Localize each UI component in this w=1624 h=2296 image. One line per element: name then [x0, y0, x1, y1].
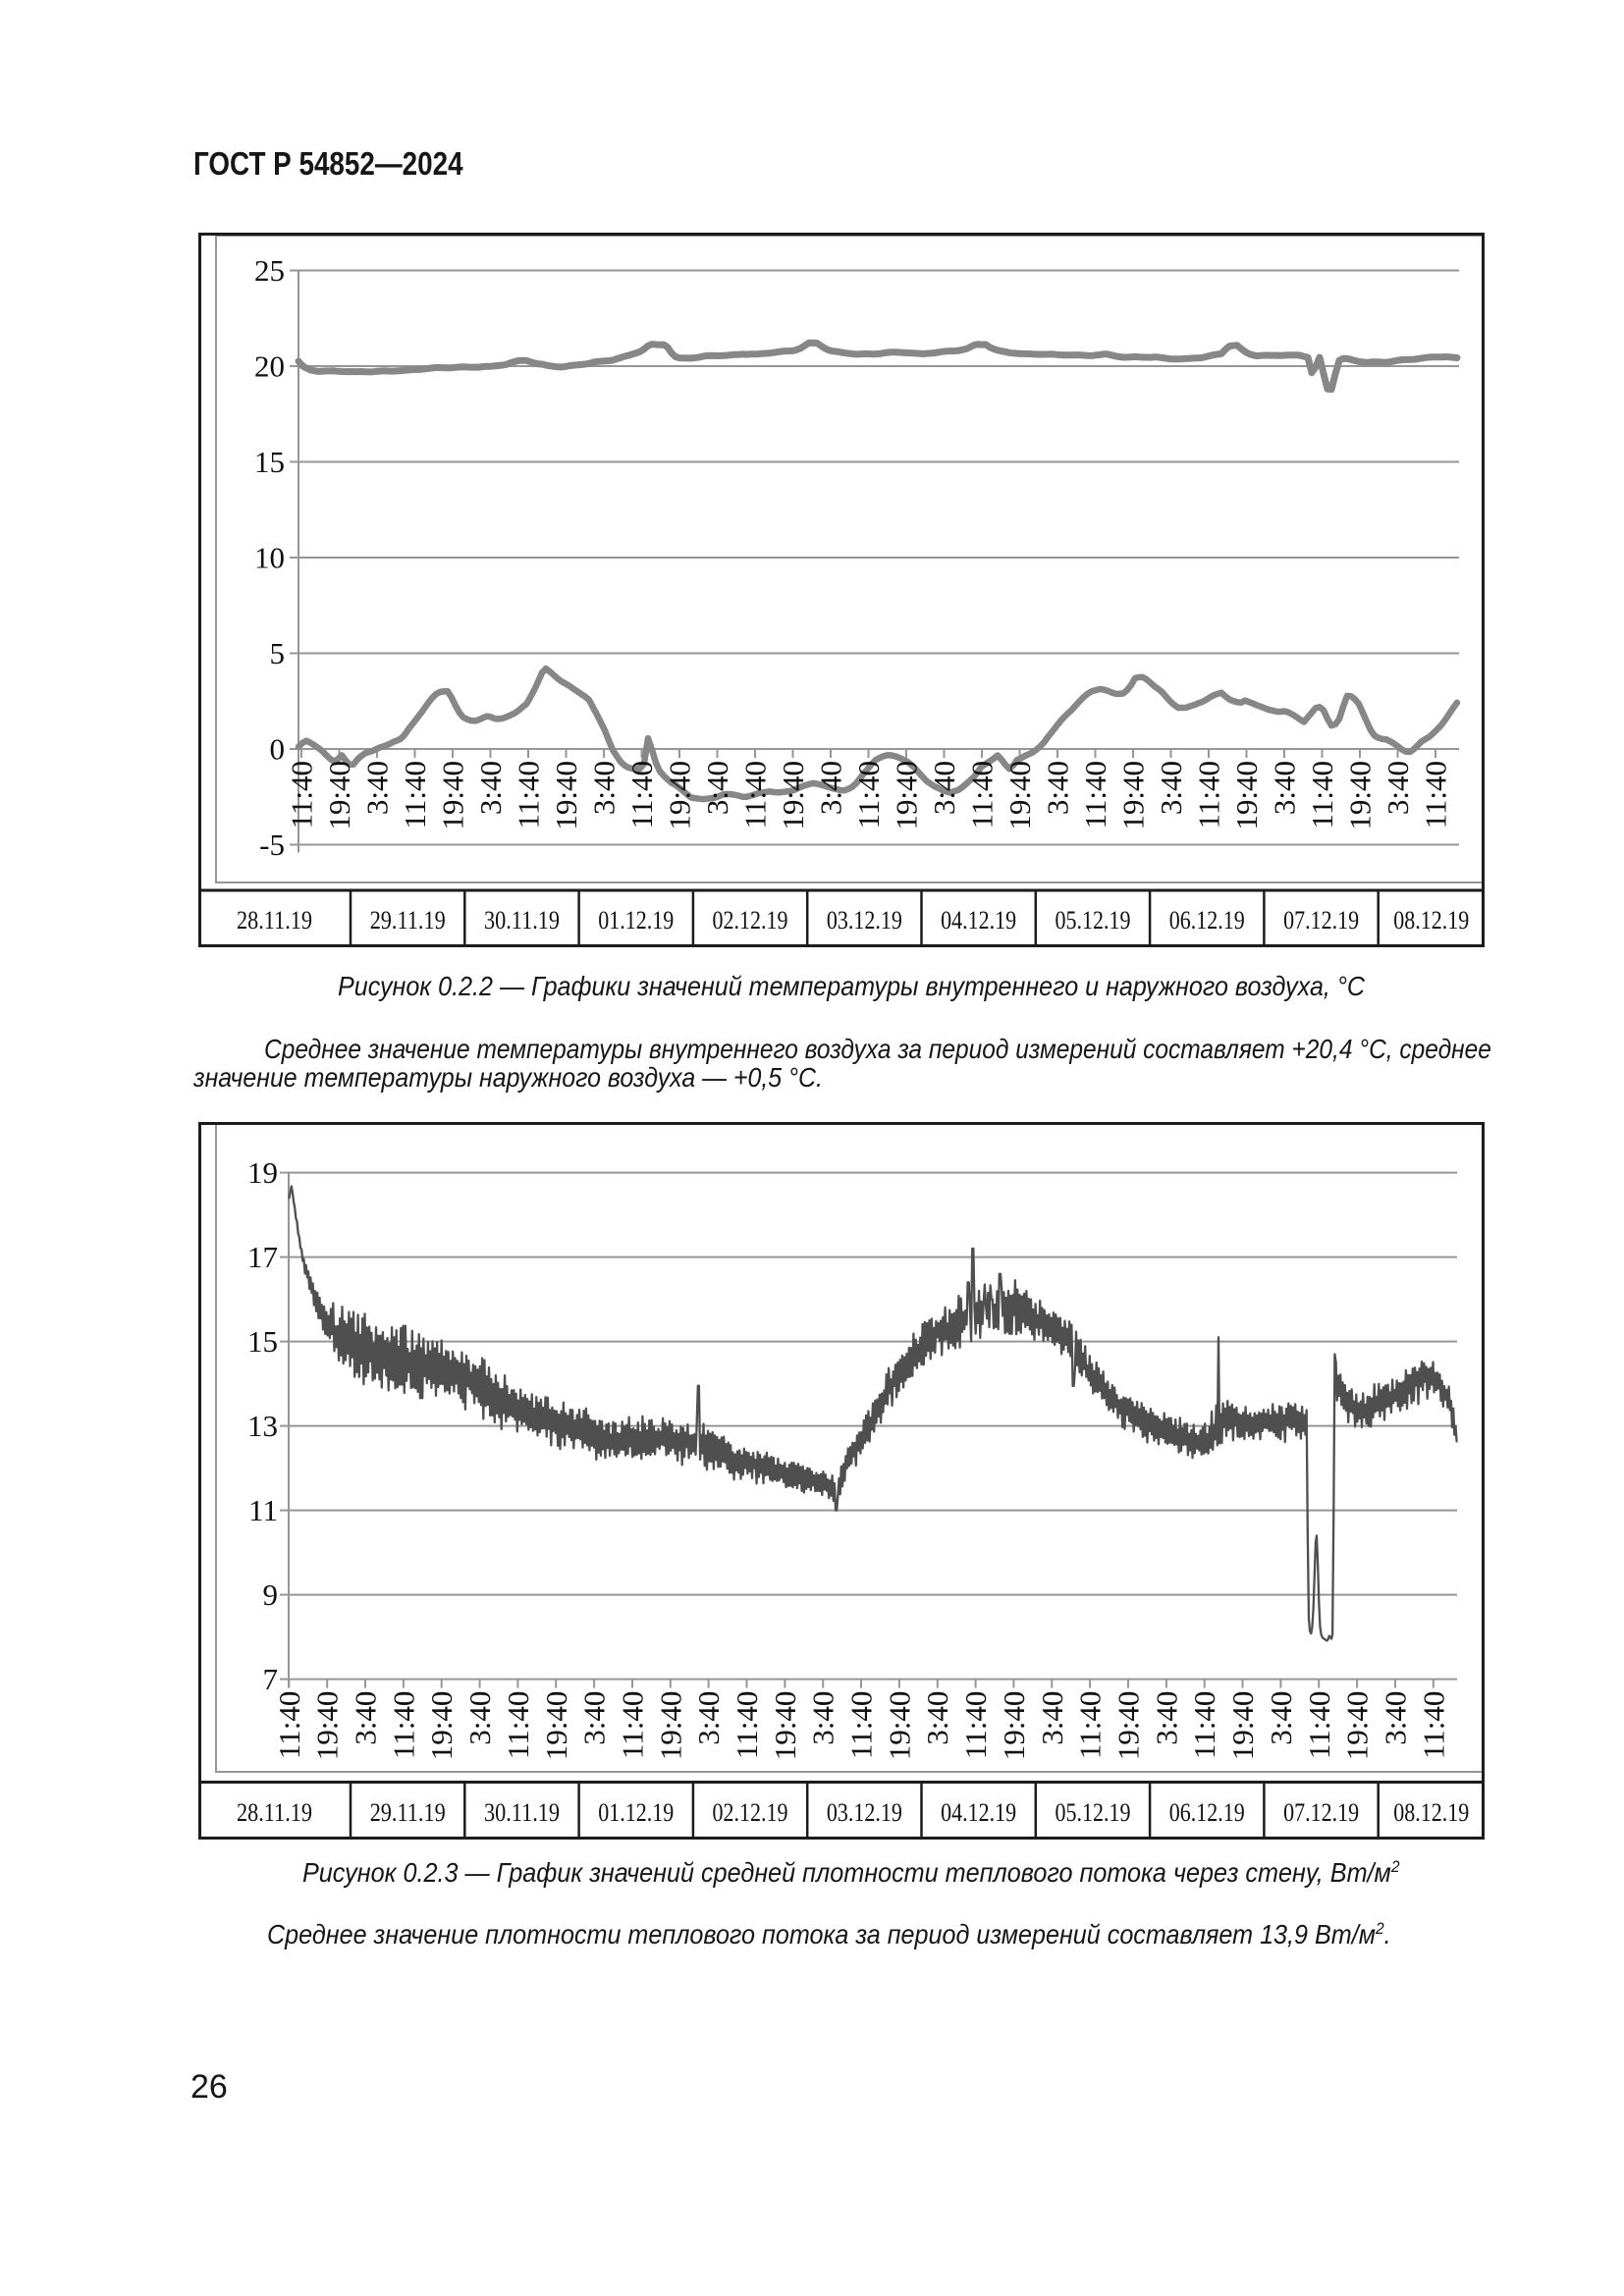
- svg-text:3:40: 3:40: [1041, 761, 1075, 815]
- svg-text:11:40: 11:40: [1187, 1691, 1221, 1759]
- svg-text:02.12.19: 02.12.19: [713, 906, 788, 934]
- svg-text:30.11.19: 30.11.19: [484, 1798, 560, 1827]
- svg-text:3:40: 3:40: [462, 1691, 497, 1745]
- svg-text:07.12.19: 07.12.19: [1283, 906, 1359, 934]
- svg-text:04.12.19: 04.12.19: [941, 906, 1016, 934]
- svg-text:19: 19: [247, 1155, 278, 1190]
- svg-text:04.12.19: 04.12.19: [941, 1798, 1016, 1827]
- svg-text:11:40: 11:40: [1419, 761, 1453, 828]
- svg-text:3:40: 3:40: [700, 761, 734, 815]
- svg-text:19:40: 19:40: [322, 761, 356, 830]
- svg-text:11:40: 11:40: [285, 761, 319, 828]
- svg-text:20: 20: [254, 349, 285, 384]
- svg-text:11:40: 11:40: [501, 1691, 535, 1759]
- svg-text:11:40: 11:40: [1073, 1691, 1108, 1759]
- svg-text:08.12.19: 08.12.19: [1393, 906, 1469, 934]
- svg-text:19:40: 19:40: [1111, 1691, 1146, 1761]
- svg-text:19:40: 19:40: [1116, 761, 1151, 830]
- svg-text:28.11.19: 28.11.19: [237, 906, 312, 934]
- svg-text:29.11.19: 29.11.19: [370, 1798, 446, 1827]
- svg-text:11:40: 11:40: [730, 1691, 764, 1759]
- svg-text:19:40: 19:40: [997, 1691, 1031, 1761]
- svg-text:19:40: 19:40: [890, 761, 924, 830]
- svg-text:19:40: 19:40: [1343, 761, 1378, 830]
- svg-text:11:40: 11:40: [512, 761, 546, 828]
- svg-text:3:40: 3:40: [806, 1691, 840, 1745]
- svg-text:3:40: 3:40: [587, 761, 622, 815]
- svg-text:03.12.19: 03.12.19: [827, 1798, 902, 1827]
- svg-text:15: 15: [247, 1324, 278, 1359]
- svg-text:11:40: 11:40: [624, 761, 659, 828]
- svg-text:3:40: 3:40: [1154, 761, 1188, 815]
- svg-text:08.12.19: 08.12.19: [1393, 1798, 1469, 1827]
- svg-text:01.12.19: 01.12.19: [598, 1798, 674, 1827]
- svg-text:3:40: 3:40: [1268, 761, 1302, 815]
- svg-text:5: 5: [270, 636, 286, 670]
- svg-text:19:40: 19:40: [549, 761, 583, 830]
- svg-text:13: 13: [247, 1409, 278, 1443]
- svg-text:10: 10: [254, 541, 285, 575]
- svg-text:17: 17: [247, 1240, 278, 1274]
- svg-text:15: 15: [254, 445, 285, 479]
- svg-text:19:40: 19:40: [663, 761, 697, 830]
- svg-text:11:40: 11:40: [1302, 1691, 1336, 1759]
- svg-text:3:40: 3:40: [1379, 1691, 1413, 1745]
- svg-text:3:40: 3:40: [691, 1691, 726, 1745]
- svg-text:03.12.19: 03.12.19: [827, 906, 902, 934]
- svg-text:19:40: 19:40: [776, 761, 810, 830]
- svg-text:25: 25: [254, 253, 285, 288]
- svg-text:19:40: 19:40: [768, 1691, 802, 1761]
- svg-text:9: 9: [263, 1577, 279, 1612]
- svg-text:3:40: 3:40: [1380, 761, 1415, 815]
- svg-text:11:40: 11:40: [851, 761, 886, 828]
- svg-text:07.12.19: 07.12.19: [1283, 1798, 1359, 1827]
- svg-text:3:40: 3:40: [1035, 1691, 1069, 1745]
- svg-text:05.12.19: 05.12.19: [1056, 1798, 1131, 1827]
- svg-text:19:40: 19:40: [436, 761, 470, 830]
- svg-text:11:40: 11:40: [738, 761, 773, 828]
- svg-text:3:40: 3:40: [814, 761, 848, 815]
- svg-text:3:40: 3:40: [577, 1691, 612, 1745]
- svg-text:11:40: 11:40: [1416, 1691, 1450, 1759]
- svg-text:11: 11: [248, 1493, 278, 1527]
- svg-text:11:40: 11:40: [616, 1691, 650, 1759]
- svg-text:3:40: 3:40: [349, 1691, 383, 1745]
- svg-text:19:40: 19:40: [1229, 761, 1264, 830]
- svg-text:28.11.19: 28.11.19: [237, 1798, 312, 1827]
- svg-text:19:40: 19:40: [1225, 1691, 1260, 1761]
- svg-text:-5: -5: [259, 828, 285, 862]
- svg-text:11:40: 11:40: [1305, 761, 1339, 828]
- svg-text:3:40: 3:40: [927, 761, 961, 815]
- svg-text:7: 7: [263, 1662, 279, 1696]
- svg-text:29.11.19: 29.11.19: [370, 906, 446, 934]
- svg-text:19:40: 19:40: [539, 1691, 573, 1761]
- svg-text:11:40: 11:40: [398, 761, 432, 828]
- svg-text:06.12.19: 06.12.19: [1169, 1798, 1245, 1827]
- svg-text:3:40: 3:40: [1149, 1691, 1183, 1745]
- svg-text:11:40: 11:40: [1192, 761, 1226, 828]
- svg-text:3:40: 3:40: [920, 1691, 954, 1745]
- svg-text:11:40: 11:40: [1078, 761, 1112, 828]
- svg-text:11:40: 11:40: [958, 1691, 993, 1759]
- svg-text:01.12.19: 01.12.19: [598, 906, 674, 934]
- svg-text:02.12.19: 02.12.19: [713, 1798, 788, 1827]
- svg-text:3:40: 3:40: [473, 761, 508, 815]
- svg-text:06.12.19: 06.12.19: [1169, 906, 1245, 934]
- svg-text:19:40: 19:40: [424, 1691, 459, 1761]
- svg-text:19:40: 19:40: [882, 1691, 916, 1761]
- svg-text:19:40: 19:40: [1002, 761, 1037, 830]
- svg-text:19:40: 19:40: [1340, 1691, 1375, 1761]
- svg-text:11:40: 11:40: [844, 1691, 879, 1759]
- svg-text:0: 0: [270, 732, 286, 767]
- svg-text:3:40: 3:40: [360, 761, 395, 815]
- svg-text:11:40: 11:40: [272, 1691, 306, 1759]
- svg-text:3:40: 3:40: [1264, 1691, 1298, 1745]
- svg-text:11:40: 11:40: [386, 1691, 420, 1759]
- svg-text:05.12.19: 05.12.19: [1056, 906, 1131, 934]
- svg-text:11:40: 11:40: [965, 761, 1000, 828]
- svg-text:30.11.19: 30.11.19: [484, 906, 560, 934]
- svg-text:19:40: 19:40: [310, 1691, 345, 1761]
- svg-text:19:40: 19:40: [653, 1691, 687, 1761]
